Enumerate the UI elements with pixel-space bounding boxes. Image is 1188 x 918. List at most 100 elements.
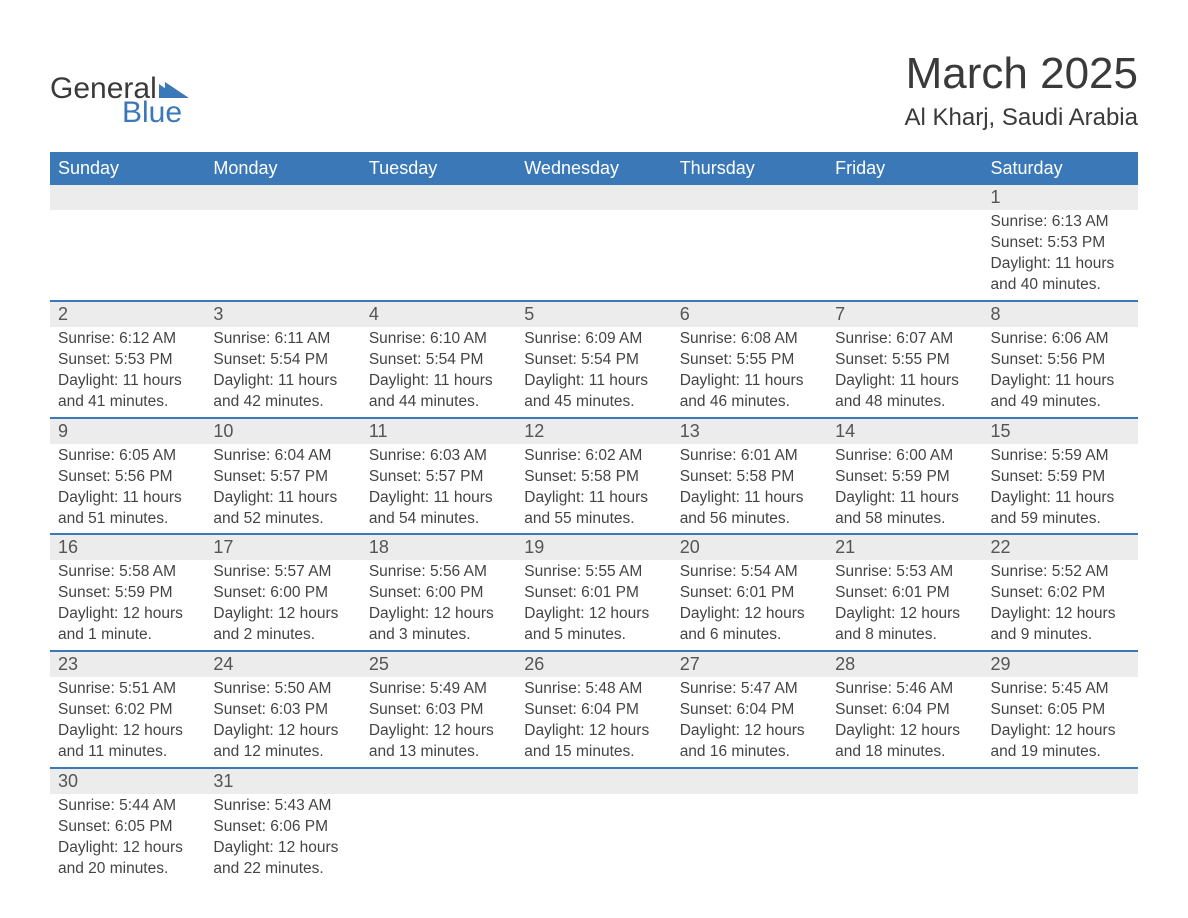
title-block: March 2025 Al Kharj, Saudi Arabia — [905, 50, 1138, 132]
day-number-cell — [361, 768, 516, 794]
day-number-cell: 10 — [205, 418, 360, 444]
daylight-text: Daylight: 11 hours and 41 minutes. — [58, 371, 197, 413]
day-number-cell: 29 — [983, 651, 1138, 677]
brand-logo: General Blue — [50, 74, 193, 130]
daylight-text: Daylight: 12 hours and 15 minutes. — [524, 721, 663, 763]
sunrise-text: Sunrise: 5:43 AM — [213, 796, 352, 817]
day-detail-cell: Sunrise: 5:49 AMSunset: 6:03 PMDaylight:… — [361, 677, 516, 768]
day-detail-cell — [827, 210, 982, 301]
day-detail-cell — [827, 794, 982, 884]
page-title: March 2025 — [905, 50, 1138, 98]
sunrise-text: Sunrise: 5:49 AM — [369, 679, 508, 700]
day-detail-cell: Sunrise: 5:57 AMSunset: 6:00 PMDaylight:… — [205, 560, 360, 651]
week-daynum-row: 1 — [50, 185, 1138, 210]
daylight-text: Daylight: 11 hours and 56 minutes. — [680, 488, 819, 530]
sunset-text: Sunset: 6:01 PM — [524, 583, 663, 604]
day-detail-cell: Sunrise: 5:54 AMSunset: 6:01 PMDaylight:… — [672, 560, 827, 651]
sunset-text: Sunset: 5:59 PM — [991, 467, 1130, 488]
daylight-text: Daylight: 12 hours and 22 minutes. — [213, 838, 352, 880]
daylight-text: Daylight: 11 hours and 59 minutes. — [991, 488, 1130, 530]
day-detail-cell: Sunrise: 5:50 AMSunset: 6:03 PMDaylight:… — [205, 677, 360, 768]
sunrise-text: Sunrise: 5:56 AM — [369, 562, 508, 583]
day-number-cell — [205, 185, 360, 210]
daylight-text: Daylight: 11 hours and 40 minutes. — [991, 254, 1130, 296]
sunset-text: Sunset: 6:03 PM — [369, 700, 508, 721]
daylight-text: Daylight: 12 hours and 18 minutes. — [835, 721, 974, 763]
day-detail-cell: Sunrise: 6:04 AMSunset: 5:57 PMDaylight:… — [205, 444, 360, 535]
day-number-cell — [516, 185, 671, 210]
daylight-text: Daylight: 12 hours and 5 minutes. — [524, 604, 663, 646]
day-label: Monday — [205, 152, 360, 185]
daylight-text: Daylight: 11 hours and 58 minutes. — [835, 488, 974, 530]
sunrise-text: Sunrise: 5:54 AM — [680, 562, 819, 583]
calendar-header-row: SundayMondayTuesdayWednesdayThursdayFrid… — [50, 152, 1138, 185]
sunrise-text: Sunrise: 5:52 AM — [991, 562, 1130, 583]
sunrise-text: Sunrise: 5:58 AM — [58, 562, 197, 583]
day-number-cell: 4 — [361, 301, 516, 327]
day-number-cell: 16 — [50, 534, 205, 560]
daylight-text: Daylight: 11 hours and 48 minutes. — [835, 371, 974, 413]
sunrise-text: Sunrise: 6:08 AM — [680, 329, 819, 350]
sunrise-text: Sunrise: 6:13 AM — [991, 212, 1130, 233]
calendar-table: SundayMondayTuesdayWednesdayThursdayFrid… — [50, 152, 1138, 883]
week-detail-row: Sunrise: 6:13 AMSunset: 5:53 PMDaylight:… — [50, 210, 1138, 301]
day-number-cell: 27 — [672, 651, 827, 677]
day-number-cell — [50, 185, 205, 210]
day-detail-cell: Sunrise: 5:47 AMSunset: 6:04 PMDaylight:… — [672, 677, 827, 768]
sunset-text: Sunset: 5:54 PM — [213, 350, 352, 371]
day-number-cell: 13 — [672, 418, 827, 444]
sunset-text: Sunset: 6:02 PM — [991, 583, 1130, 604]
daylight-text: Daylight: 11 hours and 44 minutes. — [369, 371, 508, 413]
page-subtitle: Al Kharj, Saudi Arabia — [905, 104, 1138, 132]
sunset-text: Sunset: 6:05 PM — [991, 700, 1130, 721]
day-detail-cell: Sunrise: 6:07 AMSunset: 5:55 PMDaylight:… — [827, 327, 982, 418]
week-detail-row: Sunrise: 5:44 AMSunset: 6:05 PMDaylight:… — [50, 794, 1138, 884]
sunset-text: Sunset: 5:54 PM — [369, 350, 508, 371]
day-detail-cell — [50, 210, 205, 301]
daylight-text: Daylight: 12 hours and 3 minutes. — [369, 604, 508, 646]
week-daynum-row: 3031 — [50, 768, 1138, 794]
daylight-text: Daylight: 11 hours and 49 minutes. — [991, 371, 1130, 413]
sunrise-text: Sunrise: 6:07 AM — [835, 329, 974, 350]
day-number-cell: 2 — [50, 301, 205, 327]
sunrise-text: Sunrise: 5:45 AM — [991, 679, 1130, 700]
day-detail-cell: Sunrise: 6:13 AMSunset: 5:53 PMDaylight:… — [983, 210, 1138, 301]
day-number-cell — [672, 768, 827, 794]
day-number-cell — [983, 768, 1138, 794]
day-detail-cell: Sunrise: 6:06 AMSunset: 5:56 PMDaylight:… — [983, 327, 1138, 418]
day-label: Friday — [827, 152, 982, 185]
day-detail-cell: Sunrise: 5:55 AMSunset: 6:01 PMDaylight:… — [516, 560, 671, 651]
sunrise-text: Sunrise: 6:09 AM — [524, 329, 663, 350]
sunset-text: Sunset: 5:58 PM — [680, 467, 819, 488]
sunrise-text: Sunrise: 5:55 AM — [524, 562, 663, 583]
daylight-text: Daylight: 11 hours and 55 minutes. — [524, 488, 663, 530]
day-detail-cell: Sunrise: 6:09 AMSunset: 5:54 PMDaylight:… — [516, 327, 671, 418]
sunset-text: Sunset: 6:02 PM — [58, 700, 197, 721]
sunset-text: Sunset: 6:03 PM — [213, 700, 352, 721]
day-number-cell: 19 — [516, 534, 671, 560]
daylight-text: Daylight: 11 hours and 42 minutes. — [213, 371, 352, 413]
day-detail-cell: Sunrise: 6:10 AMSunset: 5:54 PMDaylight:… — [361, 327, 516, 418]
day-number-cell: 12 — [516, 418, 671, 444]
sunset-text: Sunset: 6:06 PM — [213, 817, 352, 838]
day-number-cell: 17 — [205, 534, 360, 560]
daylight-text: Daylight: 12 hours and 9 minutes. — [991, 604, 1130, 646]
day-number-cell: 31 — [205, 768, 360, 794]
sunset-text: Sunset: 5:59 PM — [58, 583, 197, 604]
day-detail-cell: Sunrise: 5:46 AMSunset: 6:04 PMDaylight:… — [827, 677, 982, 768]
week-daynum-row: 16171819202122 — [50, 534, 1138, 560]
day-number-cell — [827, 768, 982, 794]
sunrise-text: Sunrise: 5:57 AM — [213, 562, 352, 583]
sunset-text: Sunset: 5:59 PM — [835, 467, 974, 488]
sunset-text: Sunset: 5:55 PM — [835, 350, 974, 371]
sunset-text: Sunset: 5:58 PM — [524, 467, 663, 488]
sunrise-text: Sunrise: 6:01 AM — [680, 446, 819, 467]
daylight-text: Daylight: 12 hours and 13 minutes. — [369, 721, 508, 763]
day-number-cell: 26 — [516, 651, 671, 677]
sunrise-text: Sunrise: 6:10 AM — [369, 329, 508, 350]
day-label: Sunday — [50, 152, 205, 185]
day-label: Wednesday — [516, 152, 671, 185]
sunrise-text: Sunrise: 6:11 AM — [213, 329, 352, 350]
day-detail-cell: Sunrise: 6:02 AMSunset: 5:58 PMDaylight:… — [516, 444, 671, 535]
day-detail-cell — [672, 210, 827, 301]
